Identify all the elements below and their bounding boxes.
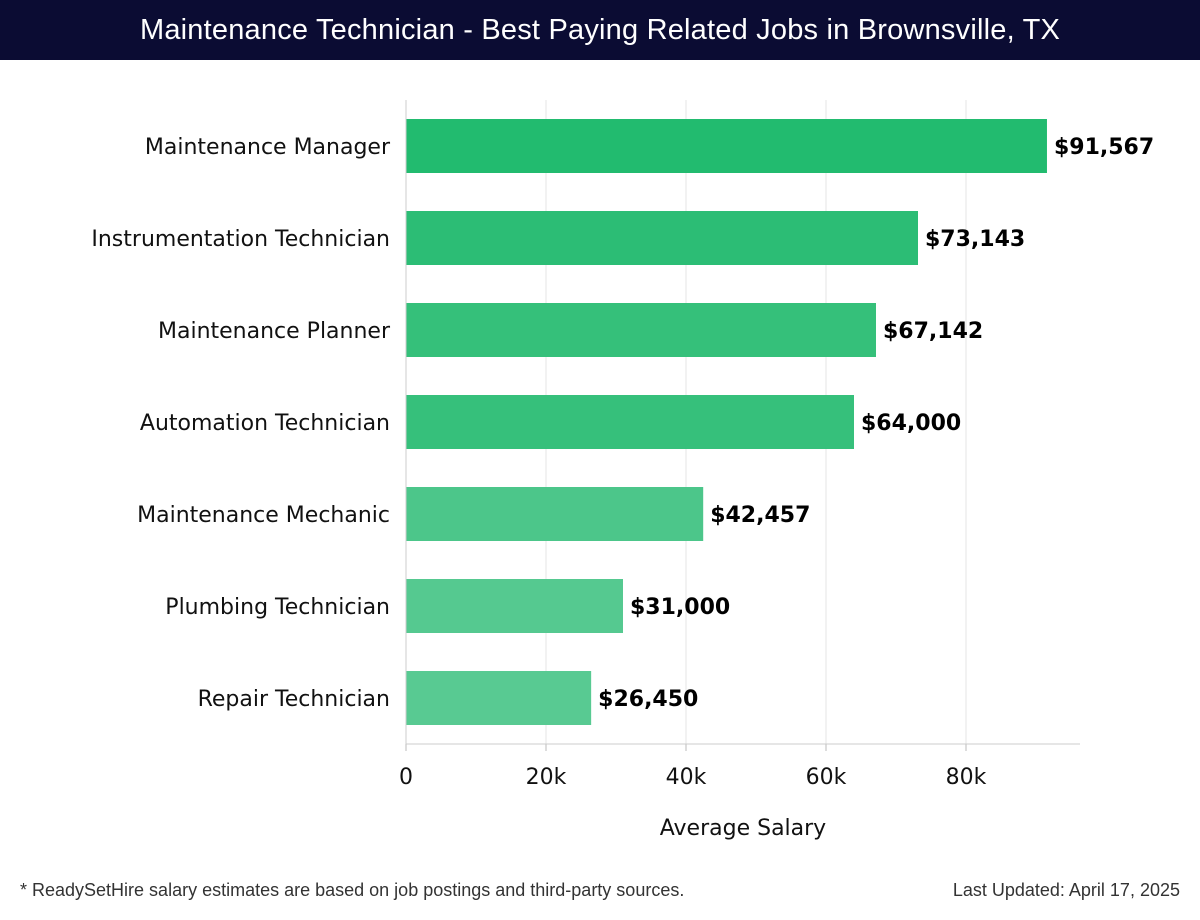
value-label: $42,457 bbox=[710, 503, 810, 528]
x-axis-title: Average Salary bbox=[660, 816, 826, 841]
footer-note: * ReadySetHire salary estimates are base… bbox=[20, 880, 685, 900]
bar bbox=[406, 671, 592, 725]
category-label: Maintenance Planner bbox=[158, 319, 391, 344]
bar bbox=[406, 395, 854, 449]
x-tick-label: 60k bbox=[806, 765, 847, 790]
value-label: $31,000 bbox=[630, 595, 730, 620]
value-label: $26,450 bbox=[598, 687, 698, 712]
category-label: Automation Technician bbox=[140, 411, 390, 436]
value-label: $67,142 bbox=[883, 319, 983, 344]
category-label: Repair Technician bbox=[198, 687, 390, 712]
axes: 0 20k 40k 60k 80k bbox=[399, 100, 1080, 790]
x-tick-label: 20k bbox=[526, 765, 567, 790]
bars: Maintenance Manager $91,567 Instrumentatio… bbox=[91, 119, 1154, 725]
category-label: Maintenance Mechanic bbox=[137, 503, 390, 528]
bar bbox=[406, 211, 919, 265]
value-label: $73,143 bbox=[925, 227, 1025, 252]
bar bbox=[406, 119, 1047, 173]
bar bbox=[406, 303, 876, 357]
category-label: Plumbing Technician bbox=[165, 595, 390, 620]
category-label: Instrumentation Technician bbox=[91, 227, 390, 252]
x-tick-label: 0 bbox=[399, 765, 413, 790]
category-label: Maintenance Manager bbox=[145, 135, 391, 160]
chart-title: Maintenance Technician - Best Paying Rel… bbox=[0, 0, 1200, 60]
value-label: $91,567 bbox=[1054, 135, 1154, 160]
bar bbox=[406, 487, 704, 541]
value-label: $64,000 bbox=[861, 411, 961, 436]
bar bbox=[406, 579, 623, 633]
x-tick-label: 40k bbox=[666, 765, 707, 790]
last-updated: Last Updated: April 17, 2025 bbox=[952, 880, 1180, 900]
x-tick-label: 80k bbox=[946, 765, 987, 790]
bar-chart: Maintenance Manager $91,567 Instrumentatio… bbox=[91, 100, 1154, 841]
